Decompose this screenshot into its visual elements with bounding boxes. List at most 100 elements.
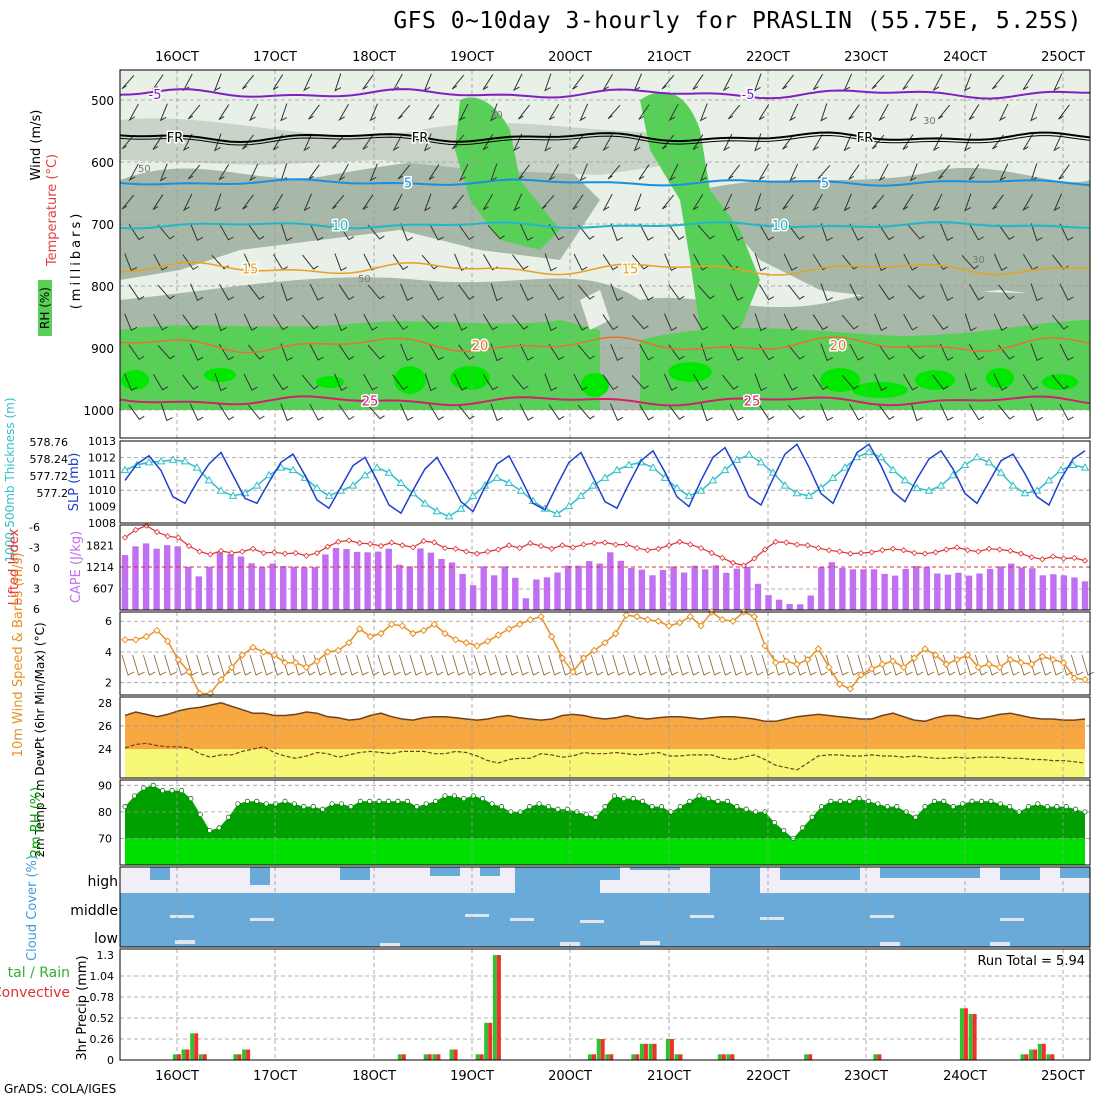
- wind-barb: [482, 374, 499, 391]
- thickness-point: [936, 481, 946, 489]
- rh2m-point: [141, 785, 147, 791]
- rh2m-point: [771, 819, 777, 826]
- thickness-point: [732, 455, 742, 463]
- wind-barb: [519, 223, 534, 241]
- wind10m-barb: [665, 654, 679, 676]
- wind-barb: [843, 133, 852, 152]
- thickness-point: [864, 447, 874, 456]
- lifted-index-point: [207, 551, 214, 558]
- rh2m-point: [800, 825, 806, 831]
- thickness-point: [360, 470, 370, 479]
- lifted-index-point: [676, 538, 683, 545]
- cloud-panel-frame: [119, 866, 1091, 948]
- wind-barb: [214, 193, 222, 212]
- precip-total-bar: [631, 1054, 636, 1060]
- rh2m-point: [188, 796, 194, 802]
- precip-tick-label: 0.52: [90, 1012, 115, 1025]
- cloud-level-label: low: [94, 931, 118, 947]
- precip-legend-convective: Convective: [0, 985, 70, 1001]
- thickness-point: [144, 457, 154, 466]
- date-label-top: 18OCT: [352, 50, 396, 65]
- wind10m-point: [398, 622, 407, 630]
- rh2m-point: [611, 793, 617, 799]
- precip-convective-bar: [1024, 1054, 1029, 1060]
- wind-barb: [722, 133, 733, 152]
- wind10m-point: [633, 612, 641, 621]
- wind10m-barb: [814, 654, 828, 676]
- wind-barb: [668, 163, 679, 182]
- wind10m-axis-label: 10m Wind Speed & Barbs (m/s): [11, 553, 26, 758]
- wind-barb: [248, 224, 265, 240]
- date-label-bottom: 22OCT: [746, 1069, 790, 1084]
- wind10m-point: [846, 685, 855, 693]
- wind-barb: [1059, 223, 1074, 241]
- rh2m-point: [743, 806, 749, 812]
- wind-barb: [964, 193, 972, 212]
- thickness-point: [696, 486, 706, 494]
- lifted-index-point: [740, 562, 747, 569]
- wind-barb: [573, 313, 588, 331]
- wind-barb: [338, 163, 349, 182]
- thickness-point: [264, 470, 274, 479]
- lifted-index-point: [345, 537, 353, 544]
- precip-convective-bar: [635, 1054, 640, 1060]
- wind-barb: [602, 314, 619, 331]
- wind-barb: [512, 314, 529, 330]
- wind-barb: [309, 283, 324, 301]
- lifted-index-point: [473, 550, 481, 557]
- lifted-index-point: [644, 547, 651, 554]
- cape-bar: [469, 585, 477, 610]
- wind-barb: [490, 103, 498, 122]
- rh2m-point: [244, 798, 250, 804]
- wind-barb: [1058, 164, 1070, 180]
- isotherm-fr: [119, 131, 1091, 144]
- precip-convective-bar: [1033, 1049, 1038, 1060]
- thickness-point: [780, 481, 790, 489]
- pressure-tick-label: 700: [91, 218, 114, 232]
- cape-bar: [944, 574, 952, 610]
- wind-barb: [639, 343, 654, 361]
- wind-barb: [428, 104, 440, 120]
- wind-barb: [878, 284, 895, 301]
- precip-legend-total: tal / Rain: [8, 965, 70, 981]
- thickness-point: [216, 486, 226, 494]
- rh2m-point: [969, 798, 975, 804]
- cape-bar: [902, 568, 909, 610]
- wind-barb: [903, 253, 918, 271]
- cloud-high-bar: [880, 867, 980, 878]
- thickness-point: [312, 483, 322, 492]
- wind-barb: [334, 313, 348, 332]
- cloud-middle-fleck: [870, 915, 894, 918]
- cape-panel-frame: [119, 524, 1091, 611]
- isotherm-label: FR: [167, 131, 184, 146]
- cape-bar: [691, 565, 698, 610]
- cape-bar: [596, 563, 603, 610]
- rh2m-point: [837, 798, 843, 804]
- thickness-point: [828, 473, 838, 481]
- wind-barb: [878, 163, 889, 182]
- wind10m-point: [953, 655, 961, 664]
- wind10m-point: [1038, 652, 1047, 661]
- lifted-index-point: [943, 546, 950, 553]
- wind-barb: [400, 283, 414, 302]
- rh2m-point: [602, 804, 608, 810]
- wind-barb: [363, 313, 378, 331]
- wind-barb: [820, 103, 828, 122]
- thickness-point: [1080, 463, 1090, 471]
- cape-bar: [206, 566, 213, 610]
- wind10m-point: [665, 622, 673, 630]
- wind10m-point: [355, 625, 364, 633]
- rh2m-point: [169, 788, 175, 794]
- thickness-tick-label: 578.76: [30, 436, 69, 449]
- wind-barb: [248, 103, 259, 122]
- lifted-index-point: [217, 547, 225, 554]
- wind-barb: [610, 403, 624, 421]
- wind-barb: [788, 224, 805, 240]
- wind-barb: [452, 194, 464, 210]
- precip-total-bar: [873, 1054, 878, 1060]
- cape-bar: [480, 566, 487, 610]
- lifted-index-point: [847, 550, 854, 557]
- rh2m-point: [178, 788, 185, 794]
- wind-barb: [338, 404, 355, 421]
- wind10m-barb: [836, 654, 849, 676]
